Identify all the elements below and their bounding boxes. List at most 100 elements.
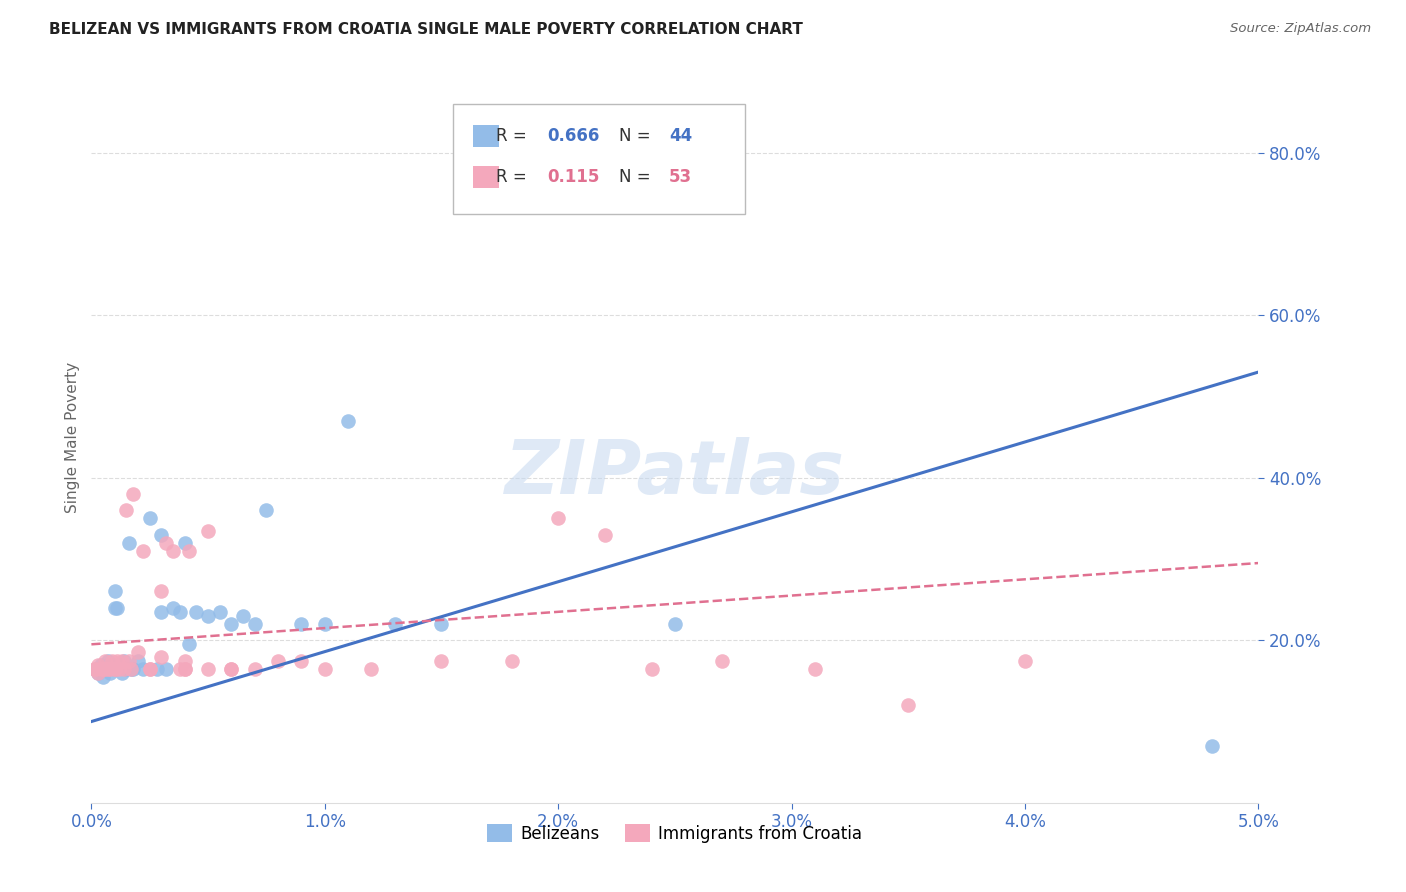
Point [104,600,127,615]
Point [243,617,266,632]
Point [122,662,145,676]
Point [91,670,114,684]
Point [94,654,117,668]
Point [804,662,827,676]
Point [87,665,110,680]
Point [243,662,266,676]
Point [290,654,312,668]
Text: Source: ZipAtlas.com: Source: ZipAtlas.com [1230,22,1371,36]
Point [105,654,128,668]
Point [197,524,219,538]
Point [115,662,138,676]
Point [138,511,162,525]
Point [1201,739,1223,753]
Point [108,662,131,676]
Point [186,605,208,619]
Point [179,544,201,558]
Point [150,584,173,599]
Point [94,662,117,676]
Legend: Belizeans, Immigrants from Croatia: Belizeans, Immigrants from Croatia [481,818,869,849]
Point [384,617,406,632]
Point [87,665,110,680]
Point [897,698,920,713]
Point [112,654,135,668]
Point [132,544,155,558]
Point [314,662,336,676]
Point [155,535,177,549]
Point [115,503,138,517]
Point [120,662,142,676]
FancyBboxPatch shape [453,104,745,214]
Point [430,617,453,632]
Point [221,662,243,676]
Point [501,654,523,668]
Text: 0.666: 0.666 [548,127,600,145]
Text: 0.115: 0.115 [548,169,600,186]
Point [145,662,167,676]
Text: N =: N = [619,169,655,186]
Point [179,637,201,651]
Bar [472,167,499,188]
Point [430,654,453,668]
Point [97,654,120,668]
Point [122,487,145,501]
Point [97,662,120,676]
Point [90,662,112,676]
Point [127,645,149,659]
Point [173,535,195,549]
Point [138,662,162,676]
Point [710,654,733,668]
Bar [472,125,499,146]
Point [138,662,162,676]
Point [127,654,149,668]
Y-axis label: Single Male Poverty: Single Male Poverty [65,361,80,513]
Point [98,662,121,676]
Point [267,654,290,668]
Point [547,511,569,525]
Point [105,600,128,615]
Point [104,662,127,676]
Point [112,662,135,676]
Point [290,617,312,632]
Point [547,145,569,160]
Point [98,665,121,680]
Point [104,584,127,599]
Point [120,662,142,676]
Point [104,662,127,676]
Point [593,527,616,541]
Point [94,662,117,676]
Point [197,662,219,676]
Point [173,654,195,668]
Text: R =: R = [496,169,537,186]
Point [314,617,336,632]
Text: 53: 53 [669,169,692,186]
Point [90,657,112,672]
Point [155,662,177,676]
Text: R =: R = [496,127,533,145]
Point [108,657,131,672]
Point [91,662,114,676]
Point [221,662,243,676]
Point [664,617,686,632]
Point [1014,654,1036,668]
Point [101,654,124,668]
Point [221,617,243,632]
Point [84,662,107,676]
Point [640,662,662,676]
Point [232,608,254,623]
Point [118,535,141,549]
Point [169,605,191,619]
Point [84,662,107,676]
Point [101,657,124,672]
Point [111,665,134,680]
Point [162,600,184,615]
Point [118,654,141,668]
Text: ZIPatlas: ZIPatlas [505,437,845,510]
Point [150,649,173,664]
Point [132,662,155,676]
Point [173,662,195,676]
Point [360,662,382,676]
Point [87,657,110,672]
Point [197,608,219,623]
Text: BELIZEAN VS IMMIGRANTS FROM CROATIA SINGLE MALE POVERTY CORRELATION CHART: BELIZEAN VS IMMIGRANTS FROM CROATIA SING… [49,22,803,37]
